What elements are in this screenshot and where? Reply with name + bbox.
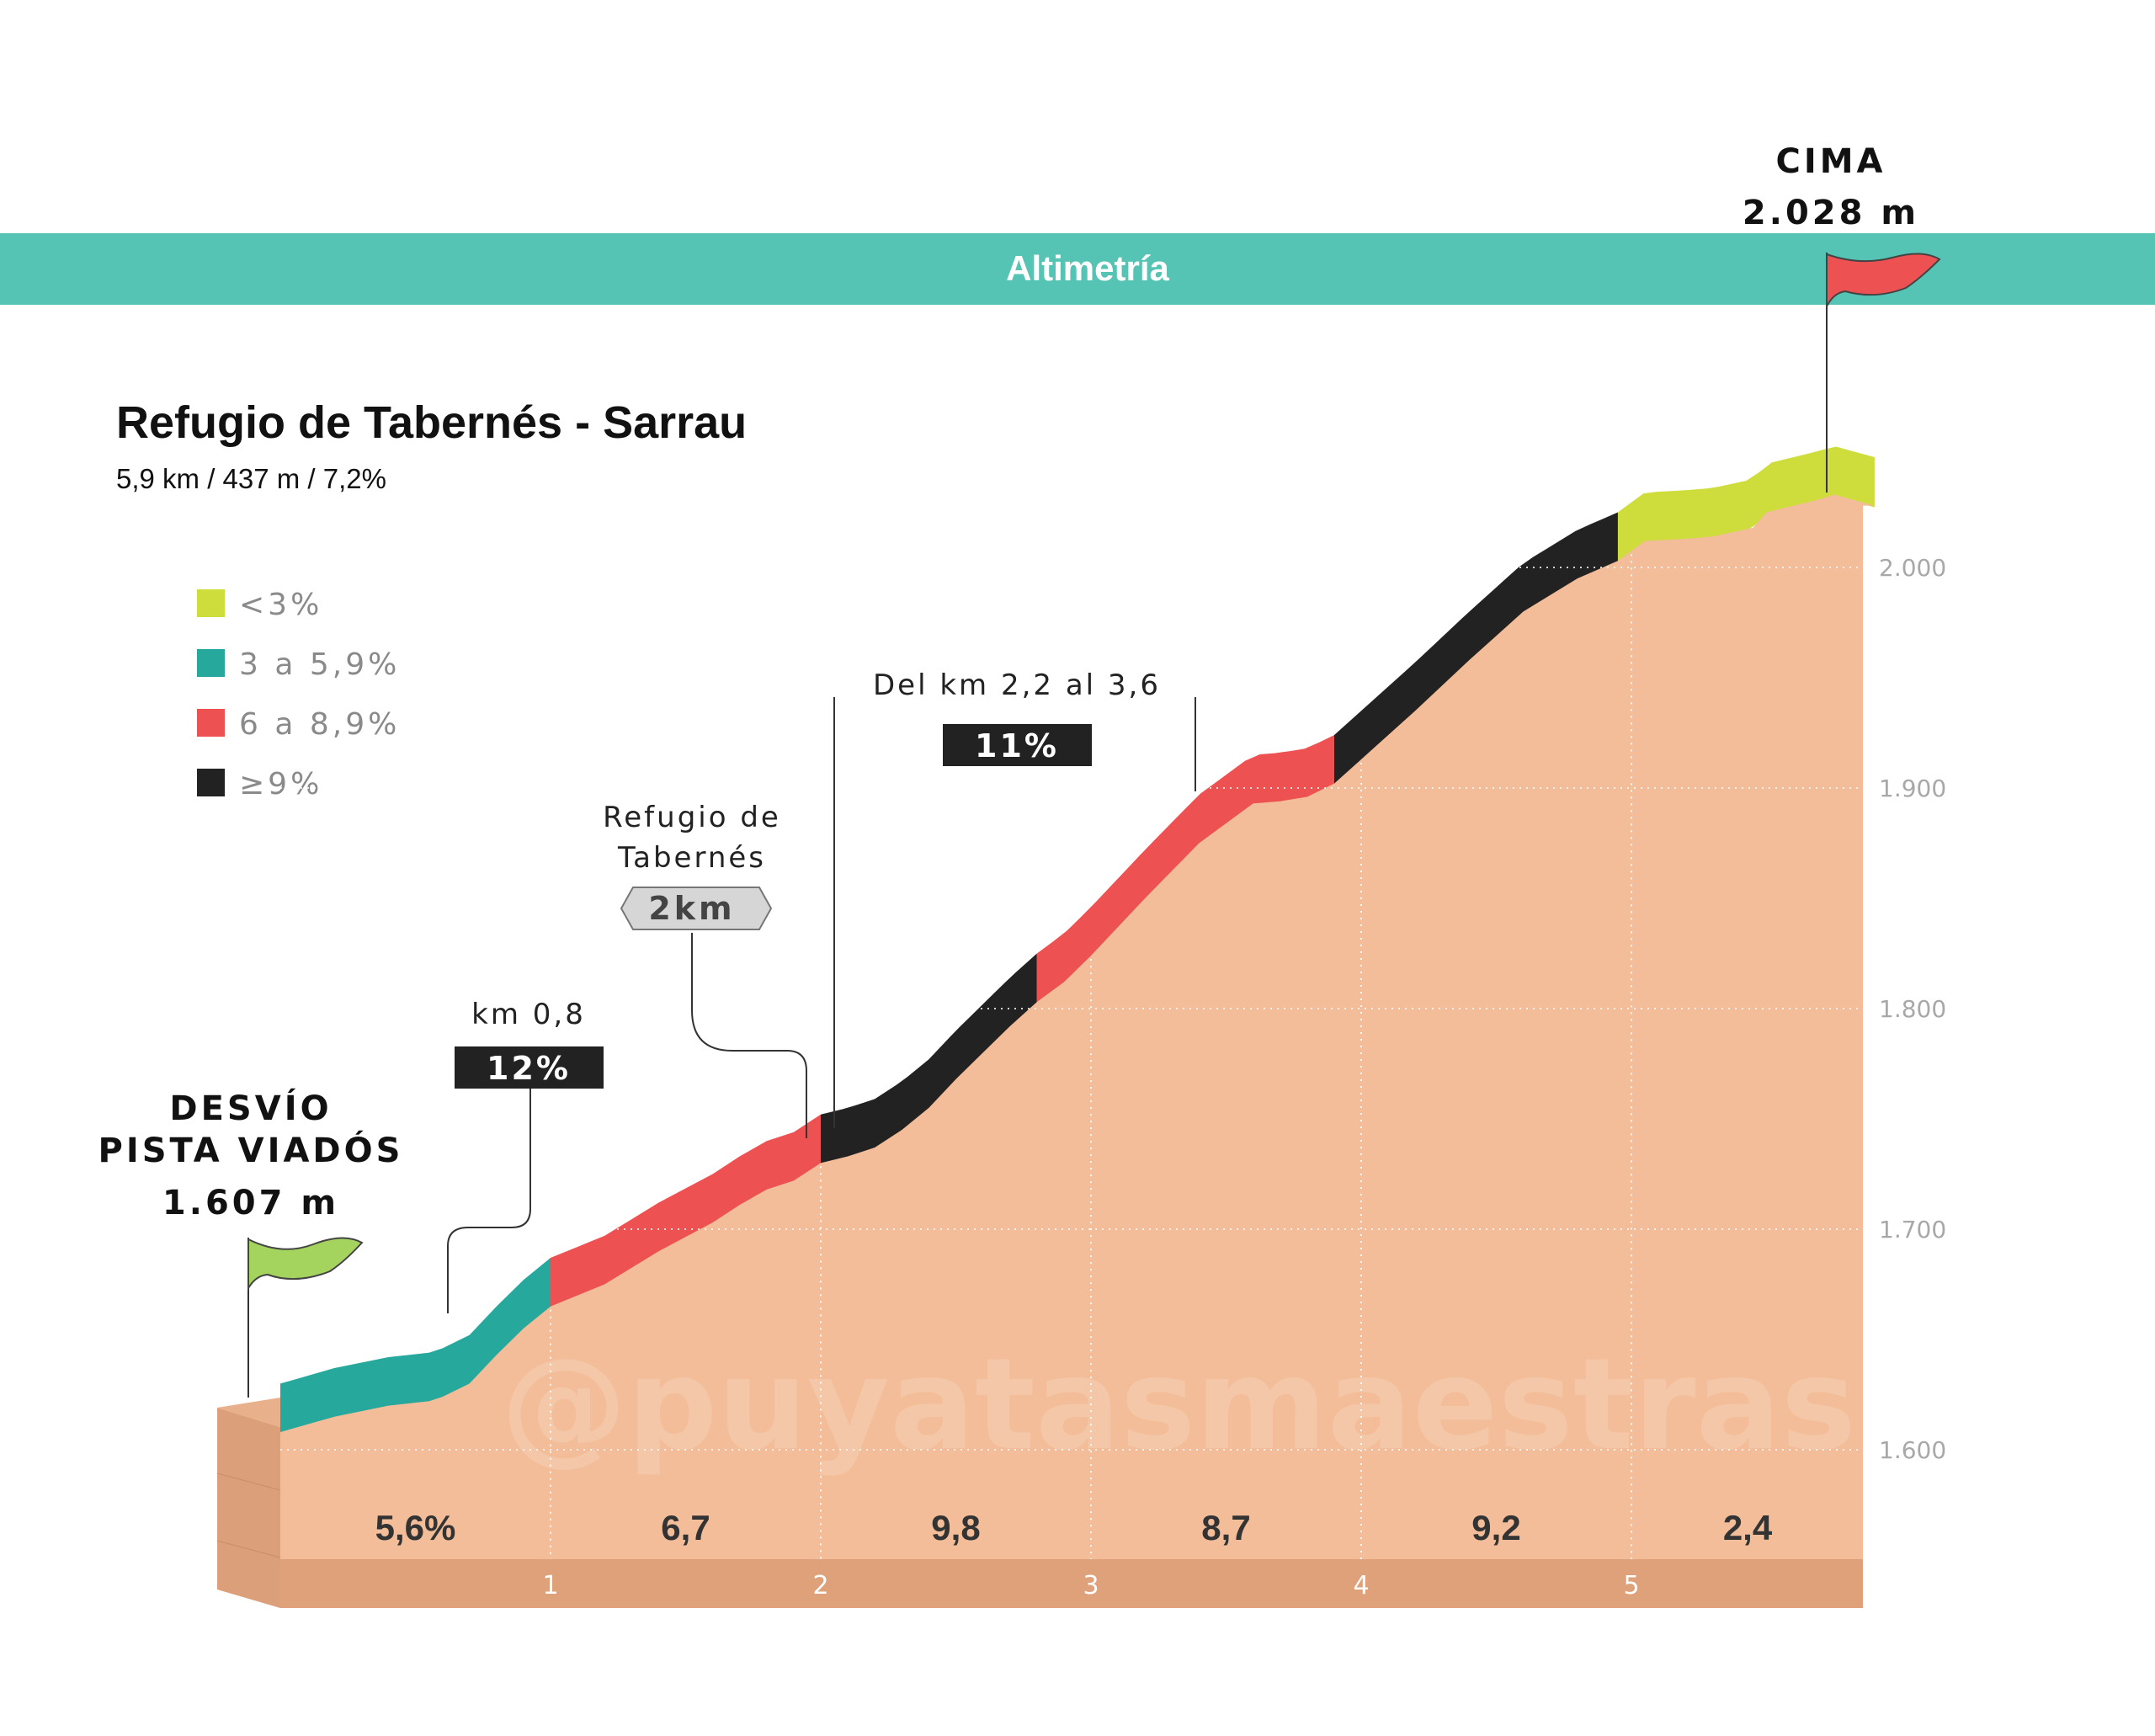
x-tick-label: 5 <box>1623 1571 1639 1600</box>
segment-gradient-label: 6,7 <box>661 1508 710 1547</box>
chart-grid <box>280 567 1863 1451</box>
finish-marker: CIMA 2.028 m <box>1743 142 1941 493</box>
start-label-line1: DESVÍO <box>169 1088 332 1128</box>
x-tick-label: 3 <box>1083 1571 1099 1600</box>
side-block-top <box>217 1398 280 1427</box>
start-label-line2: PISTA VIADÓS <box>98 1130 404 1170</box>
start-flag-icon <box>247 1237 364 1291</box>
refugio-sign <box>620 887 773 930</box>
annotation-refugio: Refugio de Tabernés 2km <box>603 801 807 1138</box>
segment-gradient-label: 8,7 <box>1201 1508 1250 1547</box>
refugio-label-line1: Refugio de <box>603 801 781 834</box>
y-tick-label: 1.600 <box>1879 1436 1946 1464</box>
gradient-band <box>280 1258 551 1435</box>
finish-label-line2: 2.028 m <box>1743 194 1919 232</box>
legend-label: ≥9% <box>239 767 322 801</box>
profile-area <box>280 494 1875 1559</box>
watermark: @puyatasmaestras <box>501 1332 1856 1478</box>
gradient-band <box>821 953 1037 1165</box>
side-block <box>217 1408 280 1608</box>
base-strip <box>280 1559 1863 1608</box>
side-block-line <box>216 1540 281 1558</box>
segment-gradient-label: 5,6% <box>375 1508 456 1547</box>
legend-swatch <box>197 589 225 617</box>
gradient-band <box>1617 446 1875 563</box>
climb-stats: 5,9 km / 437 m / 7,2% <box>116 463 386 494</box>
gradient-legend: <3% 3 a 5,9% 6 a 8,9% ≥9% <box>197 588 400 801</box>
legend-swatch <box>197 709 225 737</box>
y-tick-label: 1.700 <box>1879 1216 1946 1243</box>
banner-title: Altimetría <box>1006 248 1169 288</box>
km08-badge <box>455 1046 604 1089</box>
stretch-badge-text: 11% <box>975 727 1059 764</box>
elevation-profile <box>280 494 1875 1559</box>
km08-label: km 0,8 <box>471 998 586 1031</box>
legend-label: 3 a 5,9% <box>239 647 400 682</box>
legend-label: <3% <box>239 588 322 622</box>
x-tick-label: 2 <box>812 1571 828 1600</box>
header-banner <box>0 233 2155 305</box>
y-axis: 1.600 1.700 1.800 1.900 2.000 <box>1879 554 1946 1464</box>
segment-gradient-labels: 5,6% 6,7 9,8 8,7 9,2 2,4 <box>375 1508 1773 1547</box>
side-block-line <box>216 1472 281 1491</box>
finish-label-line1: CIMA <box>1776 142 1886 181</box>
segment-gradient-label: 2,4 <box>1723 1508 1773 1547</box>
leader-line-refugio <box>691 933 807 1138</box>
refugio-label-line2: Tabernés <box>617 841 766 875</box>
climb-title: Refugio de Tabernés - Sarrau <box>116 397 747 448</box>
start-marker: DESVÍO PISTA VIADÓS 1.607 m <box>98 1088 404 1398</box>
segment-gradient-label: 9,2 <box>1471 1508 1520 1547</box>
leader-line-km08 <box>447 1086 531 1313</box>
legend-label: 6 a 8,9% <box>239 707 400 742</box>
x-tick-label: 1 <box>542 1571 558 1600</box>
gradient-bands <box>280 446 1875 1435</box>
x-axis: 1 2 3 4 5 <box>542 1571 1639 1600</box>
gradient-band <box>1036 735 1334 1004</box>
legend-swatch <box>197 769 225 796</box>
gradient-band <box>551 1114 821 1308</box>
refugio-sign-text: 2km <box>648 890 735 927</box>
km08-badge-text: 12% <box>487 1050 571 1087</box>
segment-gradient-label: 9,8 <box>931 1508 980 1547</box>
annotation-km08: km 0,8 12% <box>447 998 604 1313</box>
y-tick-label: 1.800 <box>1879 995 1946 1023</box>
finish-flag-icon <box>1826 253 1941 307</box>
stretch-badge <box>943 724 1092 766</box>
y-tick-label: 2.000 <box>1879 554 1946 582</box>
gradient-band <box>1333 512 1618 785</box>
distance-base <box>216 1398 1863 1608</box>
legend-swatch <box>197 649 225 677</box>
stretch-label: Del km 2,2 al 3,6 <box>873 668 1161 702</box>
x-tick-label: 4 <box>1353 1571 1369 1600</box>
start-label-line3: 1.607 m <box>162 1184 339 1222</box>
annotation-stretch: Del km 2,2 al 3,6 11% <box>833 668 1196 1128</box>
y-tick-label: 1.900 <box>1879 775 1946 802</box>
